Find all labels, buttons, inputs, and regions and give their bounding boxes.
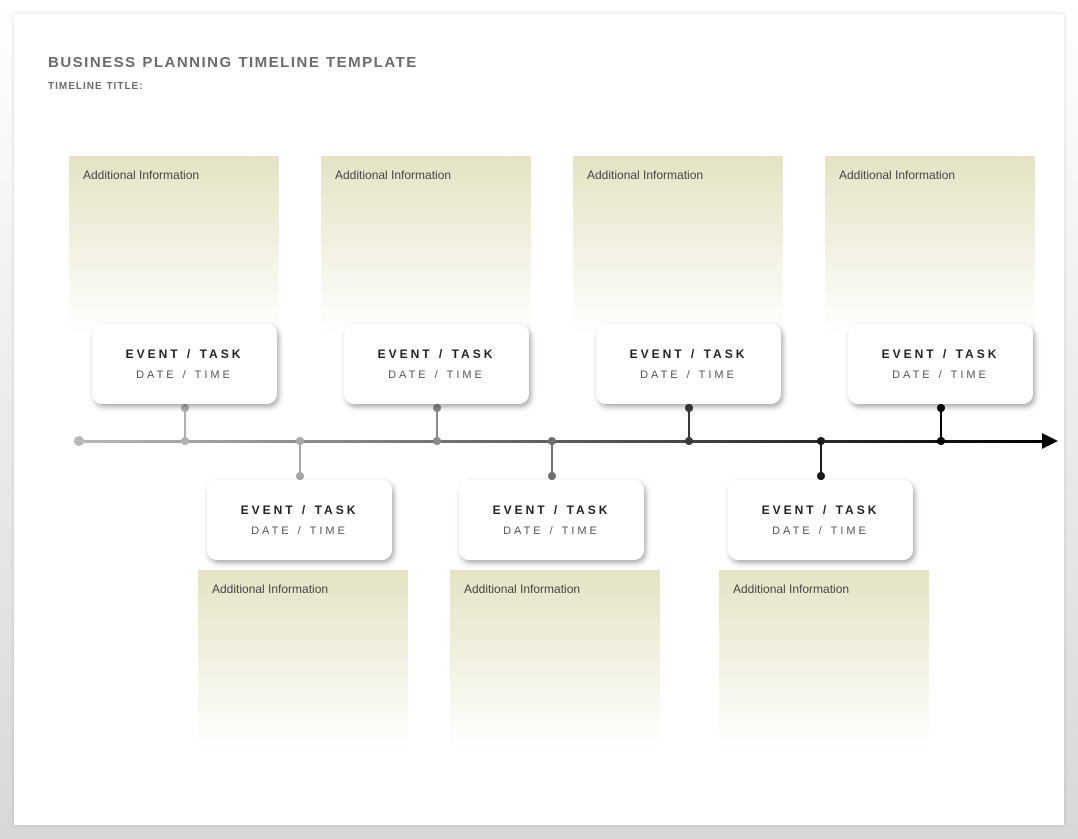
connector-dot — [937, 404, 945, 412]
info-box-bottom: Additional Information — [719, 570, 929, 750]
event-card: EVENT / TASK DATE / TIME — [459, 480, 644, 560]
event-card: EVENT / TASK DATE / TIME — [848, 324, 1033, 404]
connector-dot — [433, 404, 441, 412]
event-card: EVENT / TASK DATE / TIME — [596, 324, 781, 404]
event-date: DATE / TIME — [640, 369, 737, 381]
event-date: DATE / TIME — [251, 525, 348, 537]
info-box-label: Additional Information — [839, 168, 955, 182]
template-page: BUSINESS PLANNING TIMELINE TEMPLATE TIME… — [14, 14, 1064, 825]
connector-dot — [296, 472, 304, 480]
axis-dot — [817, 437, 825, 445]
event-title: EVENT / TASK — [882, 347, 1000, 361]
timeline-axis — [79, 440, 1044, 443]
axis-dot — [433, 437, 441, 445]
info-box-label: Additional Information — [587, 168, 703, 182]
event-card: EVENT / TASK DATE / TIME — [207, 480, 392, 560]
info-box-top: Additional Information — [321, 156, 531, 336]
info-box-top: Additional Information — [69, 156, 279, 336]
event-date: DATE / TIME — [503, 525, 600, 537]
event-date: DATE / TIME — [136, 369, 233, 381]
connector-dot — [181, 404, 189, 412]
event-date: DATE / TIME — [388, 369, 485, 381]
info-box-bottom: Additional Information — [198, 570, 408, 750]
connector-dot — [548, 472, 556, 480]
event-title: EVENT / TASK — [493, 503, 611, 517]
event-card: EVENT / TASK DATE / TIME — [92, 324, 277, 404]
timeline-canvas: Additional Information Additional Informa… — [14, 14, 1064, 825]
event-card: EVENT / TASK DATE / TIME — [344, 324, 529, 404]
axis-dot — [685, 437, 693, 445]
axis-dot — [296, 437, 304, 445]
event-title: EVENT / TASK — [126, 347, 244, 361]
event-date: DATE / TIME — [892, 369, 989, 381]
info-box-label: Additional Information — [212, 582, 328, 596]
axis-dot — [548, 437, 556, 445]
axis-dot — [181, 437, 189, 445]
info-box-label: Additional Information — [83, 168, 199, 182]
axis-arrow-icon — [1042, 433, 1058, 449]
event-title: EVENT / TASK — [241, 503, 359, 517]
event-date: DATE / TIME — [772, 525, 869, 537]
info-box-label: Additional Information — [464, 582, 580, 596]
axis-start-dot — [74, 436, 84, 446]
connector-dot — [817, 472, 825, 480]
info-box-label: Additional Information — [733, 582, 849, 596]
event-title: EVENT / TASK — [762, 503, 880, 517]
info-box-top: Additional Information — [573, 156, 783, 336]
axis-dot — [937, 437, 945, 445]
event-card: EVENT / TASK DATE / TIME — [728, 480, 913, 560]
info-box-top: Additional Information — [825, 156, 1035, 336]
info-box-label: Additional Information — [335, 168, 451, 182]
info-box-bottom: Additional Information — [450, 570, 660, 750]
connector-dot — [685, 404, 693, 412]
event-title: EVENT / TASK — [630, 347, 748, 361]
event-title: EVENT / TASK — [378, 347, 496, 361]
